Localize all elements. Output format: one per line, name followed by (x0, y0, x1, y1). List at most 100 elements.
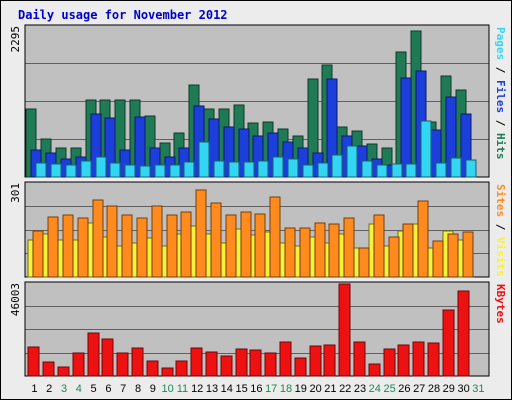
bar-kbytes-16 (249, 349, 262, 377)
bar-pages-10 (169, 164, 181, 178)
bar-pages-23 (361, 160, 373, 178)
x-tick-label: 9 (150, 383, 156, 395)
bar-sites-14 (225, 214, 237, 278)
x-tick-label: 16 (250, 383, 262, 395)
bar-pages-16 (257, 160, 269, 178)
chart-title: Daily usage for November 2012 (18, 8, 228, 22)
legend-part: Files (494, 80, 507, 113)
legend-part: Sites (494, 184, 507, 217)
legend-part: / (494, 217, 507, 237)
legend-part: / (494, 60, 507, 80)
bar-kbytes-8 (131, 347, 144, 377)
bar-pages-4 (80, 160, 92, 178)
y-max-label: 46003 (9, 283, 22, 316)
bar-sites-8 (136, 217, 148, 278)
bar-kbytes-21 (323, 344, 336, 377)
x-tick-label: 15 (235, 383, 247, 395)
bar-sites-13 (210, 202, 222, 278)
x-tick-label: 31 (472, 383, 484, 395)
x-tick-label: 24 (369, 383, 381, 395)
bar-kbytes-1 (27, 346, 40, 377)
bar-kbytes-6 (101, 338, 114, 377)
bar-pages-21 (331, 154, 343, 178)
bar-sites-3 (62, 214, 74, 278)
bar-pages-30 (465, 159, 477, 178)
bar-kbytes-10 (161, 367, 174, 377)
x-tick-label: 11 (177, 383, 188, 395)
bar-pages-28 (435, 162, 447, 178)
bar-sites-9 (151, 205, 163, 278)
bar-sites-6 (106, 205, 118, 278)
bar-pages-2 (50, 163, 62, 178)
bar-kbytes-5 (87, 332, 100, 377)
bar-pages-6 (109, 162, 121, 178)
bar-sites-27 (417, 200, 429, 278)
bar-pages-26 (405, 163, 417, 178)
bar-sites-10 (166, 214, 178, 278)
bar-sites-25 (388, 236, 400, 278)
legend-part: Hits (494, 133, 507, 160)
x-tick-label: 28 (428, 383, 440, 395)
bar-sites-30 (462, 231, 474, 278)
legend-part: Visits (494, 237, 507, 277)
bar-kbytes-19 (294, 357, 307, 377)
x-tick-label: 13 (206, 383, 218, 395)
bar-kbytes-14 (220, 355, 233, 377)
x-tick-label: 20 (309, 383, 321, 395)
bar-pages-18 (287, 158, 299, 178)
bar-sites-2 (47, 216, 59, 278)
x-tick-label: 6 (105, 383, 111, 395)
bar-pages-19 (302, 164, 314, 178)
bar-sites-29 (447, 233, 459, 278)
bar-kbytes-26 (397, 344, 410, 377)
bar-kbytes-27 (412, 341, 425, 377)
bar-sites-4 (77, 217, 89, 278)
bar-sites-5 (92, 199, 104, 278)
bar-pages-15 (243, 161, 255, 178)
bar-sites-22 (343, 217, 355, 278)
x-tick-label: 4 (76, 383, 82, 395)
legend-part: KBytes (494, 284, 507, 324)
bar-pages-1 (35, 162, 47, 178)
bar-pages-8 (139, 165, 151, 178)
x-tick-label: 18 (280, 383, 292, 395)
x-tick-label: 17 (265, 383, 277, 395)
x-tick-label: 14 (221, 383, 233, 395)
x-tick-label: 25 (383, 383, 395, 395)
bar-pages-22 (346, 145, 358, 178)
x-tick-label: 22 (339, 383, 351, 395)
bar-kbytes-29 (442, 309, 455, 377)
bar-pages-24 (376, 164, 388, 178)
bar-sites-16 (254, 213, 266, 278)
bar-sites-24 (373, 214, 385, 278)
bar-sites-1 (32, 230, 44, 278)
bar-kbytes-20 (309, 345, 322, 377)
bar-kbytes-18 (279, 341, 292, 377)
legend-label-sites-visits: Sites / Visits (494, 184, 507, 277)
x-tick-label: 29 (443, 383, 455, 395)
bar-kbytes-2 (42, 361, 55, 377)
y-max-label: 2295 (9, 26, 22, 53)
bar-pages-13 (213, 160, 225, 178)
bar-kbytes-22 (338, 283, 351, 377)
x-tick-label: 5 (91, 383, 97, 395)
bar-kbytes-13 (205, 351, 218, 377)
bar-sites-28 (432, 240, 444, 278)
bar-kbytes-15 (235, 348, 248, 377)
bar-pages-17 (272, 156, 284, 178)
legend-label-kbytes: KBytes (494, 284, 507, 324)
x-tick-label: 10 (161, 383, 173, 395)
y-max-label: 301 (9, 183, 22, 203)
bar-pages-5 (95, 156, 107, 178)
x-tick-label: 19 (295, 383, 307, 395)
bar-pages-29 (450, 157, 462, 178)
x-tick-label: 30 (457, 383, 469, 395)
legend-part: Pages (494, 27, 507, 60)
bar-pages-12 (198, 141, 210, 178)
bar-files-26 (400, 77, 412, 178)
bar-pages-20 (317, 162, 329, 178)
bar-sites-18 (284, 227, 296, 278)
bar-sites-26 (402, 223, 414, 278)
bar-kbytes-28 (427, 342, 440, 377)
bar-pages-9 (154, 164, 166, 178)
